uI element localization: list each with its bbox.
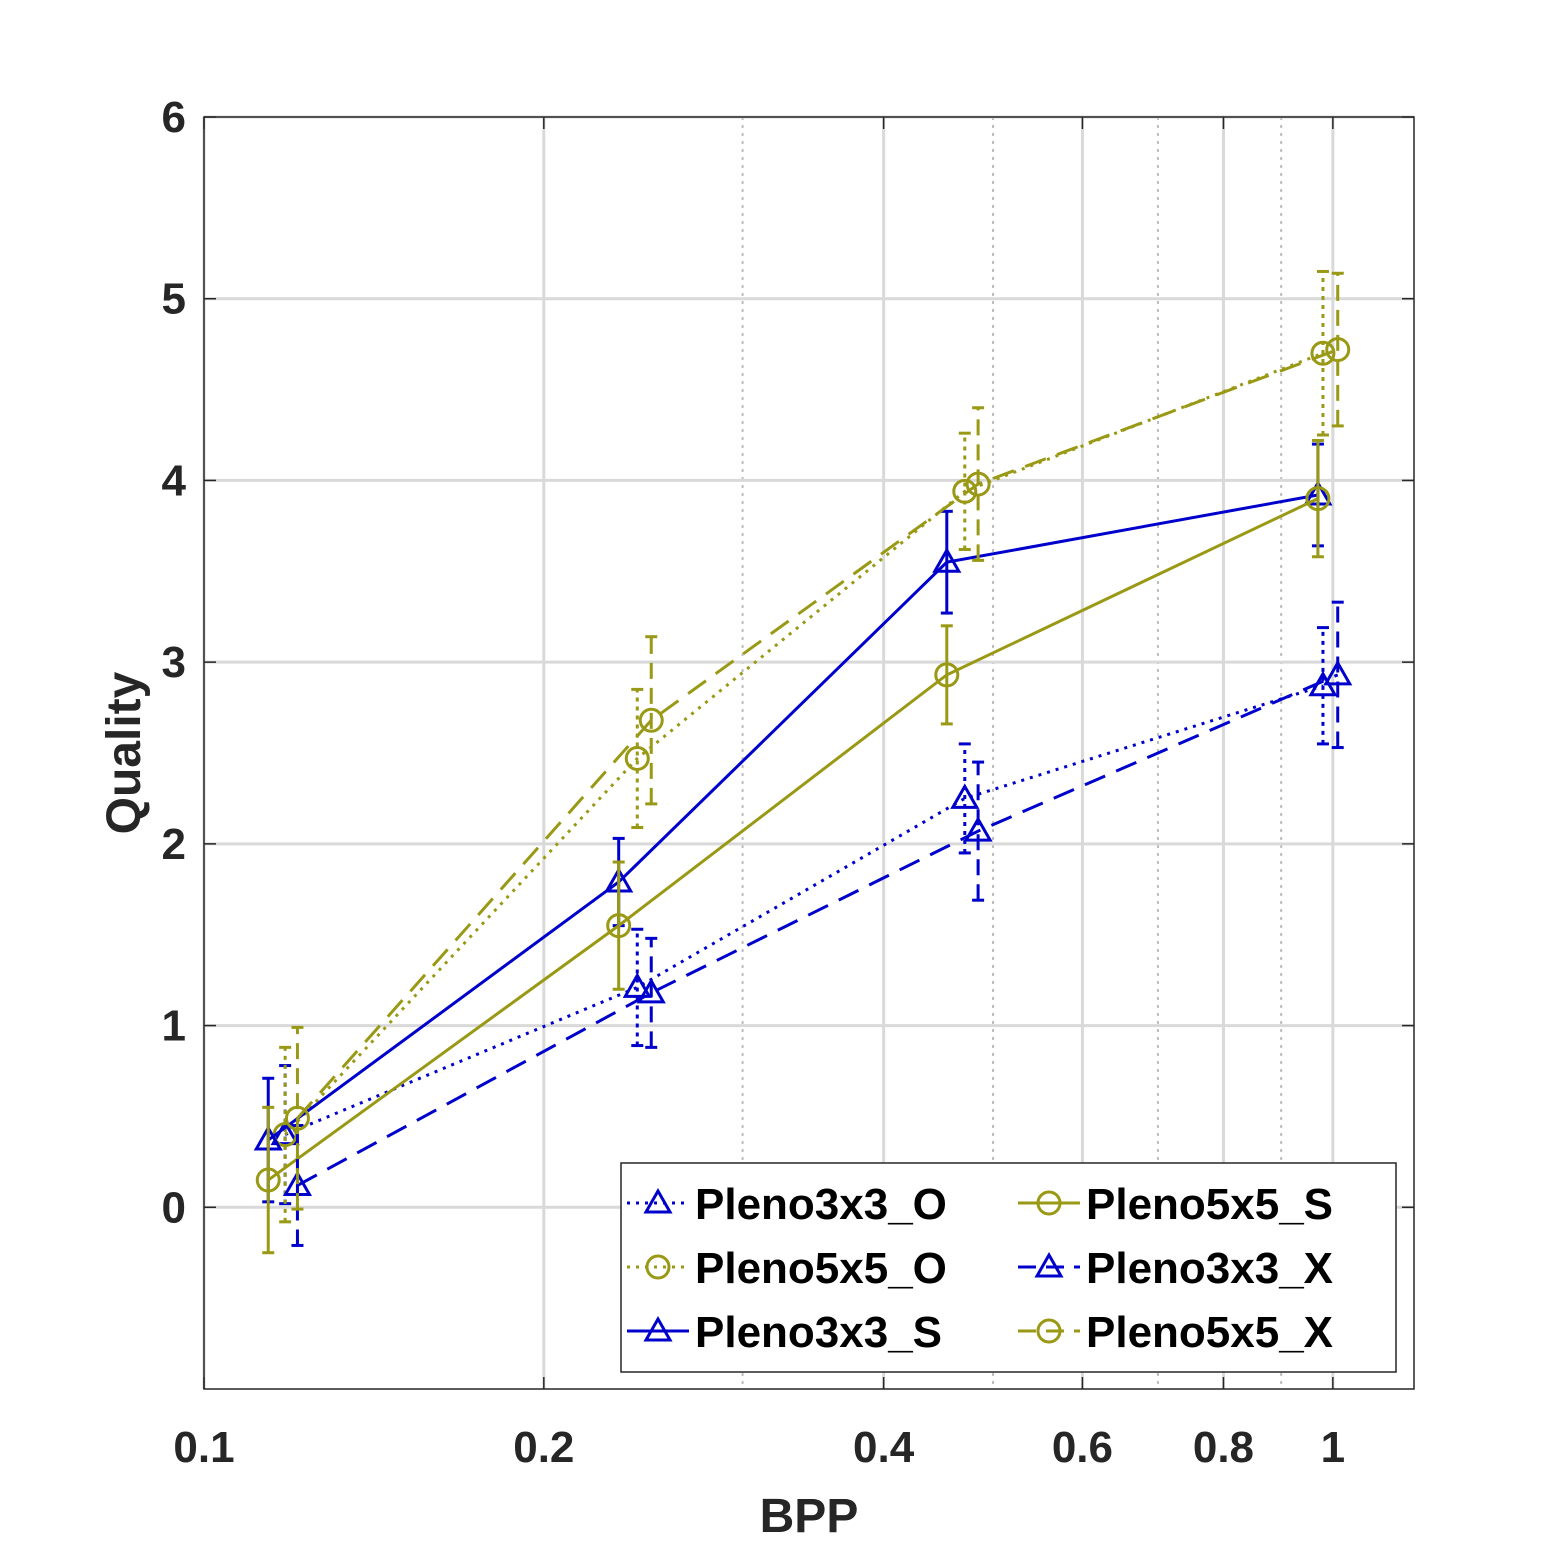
data-point: [952, 478, 978, 504]
series-line: [296, 673, 1339, 1187]
y-axis-label: Quality: [98, 671, 151, 834]
axes-box: [203, 116, 1415, 1390]
data-point: [1325, 337, 1351, 363]
data-point: [965, 471, 991, 497]
legend-marker: [1034, 1251, 1064, 1278]
y-tick-label: 4: [162, 456, 187, 505]
legend-marker: [645, 1254, 671, 1280]
x-tick-label: 0.1: [173, 1423, 234, 1472]
series-line: [267, 493, 1319, 1142]
legend-item: Pleno3x3_S: [627, 1308, 942, 1357]
data-point: [1323, 659, 1353, 686]
legend-marker: [643, 1187, 673, 1214]
x-tick-label: 0.6: [1052, 1423, 1113, 1472]
legend-label: Pleno3x3_O: [695, 1180, 947, 1229]
y-tick-label: 5: [162, 275, 186, 324]
y-tick-label: 3: [162, 638, 186, 687]
data-point: [1310, 340, 1336, 366]
legend-marker: [1036, 1190, 1062, 1216]
data-point: [622, 972, 652, 998]
x-tick-label: 0.4: [853, 1423, 915, 1472]
x-tick-label: 1: [1321, 1423, 1345, 1472]
data-point: [284, 1105, 310, 1131]
data-point: [606, 913, 632, 939]
x-axis-label: BPP: [760, 1490, 859, 1543]
legend-label: Pleno3x3_X: [1086, 1244, 1333, 1293]
legend-item: Pleno3x3_X: [1018, 1244, 1333, 1293]
legend-item: Pleno3x3_O: [627, 1180, 947, 1229]
legend-box: [620, 1162, 1397, 1373]
series-pleno5x5-s: [255, 438, 1331, 1255]
legend-item: Pleno5x5_O: [627, 1244, 947, 1293]
series-layer: [253, 269, 1353, 1255]
data-point: [636, 977, 666, 1004]
tick-marks: [203, 116, 1414, 1389]
legend-marker: [643, 1315, 673, 1342]
tick-labels: 0.1 0.2 0.4 0.6 0.8 1 0 1 2 3 4 5 6: [162, 93, 1346, 1472]
data-point: [963, 816, 993, 842]
y-tick-label: 0: [162, 1183, 186, 1232]
legend-label: Pleno5x5_O: [695, 1244, 947, 1293]
y-tick-label: 1: [162, 1002, 186, 1051]
legend-label: Pleno5x5_X: [1086, 1308, 1333, 1357]
legend-item: Pleno5x5_S: [1018, 1180, 1333, 1229]
series-pleno5x5-x: [284, 271, 1351, 1211]
y-tick-label: 6: [162, 93, 186, 142]
legend-marker: [1036, 1318, 1062, 1344]
data-point: [1305, 486, 1331, 512]
series-line: [267, 497, 1319, 1182]
data-point: [950, 783, 980, 809]
legend-label: Pleno5x5_S: [1086, 1180, 1333, 1229]
legend-item: Pleno5x5_X: [1018, 1308, 1333, 1357]
x-tick-label: 0.8: [1193, 1423, 1254, 1472]
data-point: [255, 1167, 281, 1193]
legend-label: Pleno3x3_S: [695, 1308, 942, 1357]
legend: Pleno3x3_O Pleno5x5_O Pleno3x3_S Pleno5x5_S…: [620, 1162, 1397, 1373]
y-tick-label: 2: [162, 820, 186, 869]
data-point: [932, 547, 962, 573]
data-point: [638, 707, 664, 733]
data-point: [624, 745, 650, 771]
x-tick-label: 0.2: [513, 1423, 574, 1472]
series-line: [284, 684, 1324, 1136]
data-point: [934, 662, 960, 688]
series-line: [296, 348, 1339, 1120]
